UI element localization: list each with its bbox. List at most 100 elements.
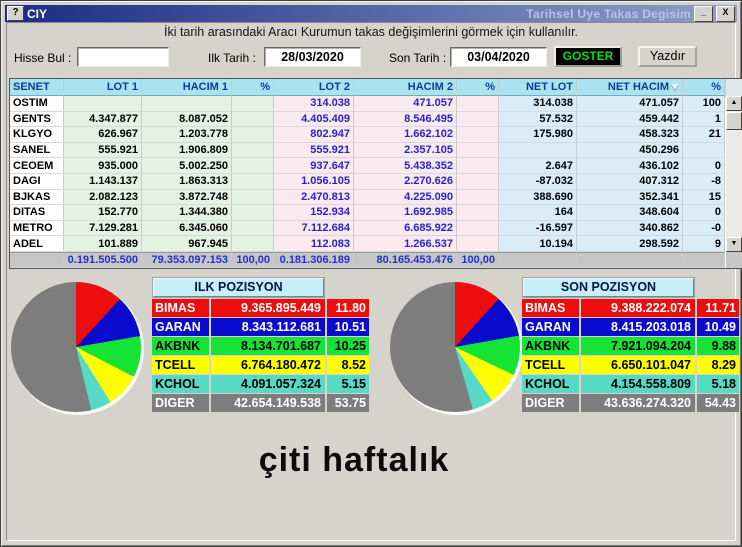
table-cell-r5-c3 xyxy=(232,173,274,190)
column-header-3[interactable]: % xyxy=(232,79,274,96)
ilk-pozisyon-title: ILK POZISYON xyxy=(152,277,325,298)
table-cell-r7-c2: 1.344.380 xyxy=(142,205,232,221)
table-cell-r9-c4: 112.083 xyxy=(274,236,354,252)
table-cell-r0-c9: 100 xyxy=(683,96,725,112)
vertical-scrollbar[interactable]: ▲ ▼ xyxy=(726,96,742,252)
scrollbar-thumb[interactable] xyxy=(726,112,742,130)
ilk-tarih-field[interactable]: 28/03/2020 xyxy=(264,47,361,67)
table-cell-r5-c7: -87.032 xyxy=(499,173,577,190)
table-cell-r8-c7: -16.597 xyxy=(499,220,577,237)
minimize-button[interactable]: _ xyxy=(694,5,713,22)
table-cell-r8-c0: METRO xyxy=(10,220,64,237)
son-pozisyon-row-DIGER: DIGER 43.636.274.320 54.43 xyxy=(522,394,739,412)
column-header-7[interactable]: NET LOT xyxy=(499,79,577,96)
table-cell-r1-c0: GENTS xyxy=(10,111,64,128)
son-AKBNK-pct: 9.88 xyxy=(697,337,739,355)
hisse-bul-input[interactable] xyxy=(77,47,169,67)
scroll-down-icon[interactable]: ▼ xyxy=(726,237,742,252)
table-cell-r2-c4: 802.947 xyxy=(274,127,354,143)
ilk-pozisyon-rows: BIMAS 9.365.895.449 11.80 GARAN 8.343.112.68… xyxy=(152,299,369,412)
table-cell-r0-c4: 314.038 xyxy=(274,96,354,112)
son-pozisyon-rows: BIMAS 9.388.222.074 11.71 GARAN 8.415.203.01… xyxy=(522,299,739,412)
table-cell-r8-c3 xyxy=(232,220,274,237)
table-cell-r2-c1: 626.967 xyxy=(64,127,142,143)
table-cell-r5-c8: 407.312 xyxy=(577,173,683,190)
table-cell-r7-c5: 1.692.985 xyxy=(354,205,457,221)
table-cell-r7-c3 xyxy=(232,205,274,221)
column-header-8[interactable]: NET HACIM xyxy=(577,79,683,96)
ilk-TCELL-value: 6.764.180.472 xyxy=(211,356,325,374)
ilk-TCELL-pct: 8.52 xyxy=(327,356,369,374)
close-button[interactable]: X xyxy=(716,5,735,22)
table-cell-r4-c4: 937.647 xyxy=(274,158,354,174)
table-cell-r3-c5: 2.357.105 xyxy=(354,142,457,159)
takas-table: SENET LOT 1 HACIM 1% LOT 2 HACIM 2% NET LOT NE… xyxy=(9,78,742,269)
column-header-2[interactable]: HACIM 1 xyxy=(142,79,232,96)
column-header-6[interactable]: % xyxy=(457,79,499,96)
table-cell-r3-c7 xyxy=(499,142,577,159)
son-tarih-field[interactable]: 03/04/2020 xyxy=(450,47,547,67)
ilk-BIMAS-value: 9.365.895.449 xyxy=(211,299,325,317)
table-cell-r4-c6 xyxy=(457,158,499,174)
table-cell-r8-c4: 7.112.684 xyxy=(274,220,354,237)
table-cell-r9-c8: 298.592 xyxy=(577,236,683,252)
son-GARAN-name: GARAN xyxy=(522,318,579,336)
hisse-bul-label: Hisse Bul : xyxy=(14,51,72,65)
table-cell-r1-c8: 459.442 xyxy=(577,111,683,128)
table-cell-r4-c7: 2.647 xyxy=(499,158,577,174)
ilk-KCHOL-value: 4.091.057.324 xyxy=(211,375,325,393)
son-tarih-label: Son Tarih : xyxy=(389,51,447,65)
table-cell-r0-c8: 471.057 xyxy=(577,96,683,112)
son-pozisyon-row-GARAN: GARAN 8.415.203.018 10.49 xyxy=(522,318,739,336)
table-cell-r1-c5: 8.546.495 xyxy=(354,111,457,128)
son-pozisyon-row-BIMAS: BIMAS 9.388.222.074 11.71 xyxy=(522,299,739,317)
son-GARAN-value: 8.415.203.018 xyxy=(581,318,695,336)
table-cell-r4-c2: 5.002.250 xyxy=(142,158,232,174)
table-cell-r5-c1: 1.143.137 xyxy=(64,173,142,190)
help-icon[interactable]: ? xyxy=(7,6,24,21)
table-cell-r3-c9 xyxy=(683,142,725,159)
goster-button[interactable]: GOSTER xyxy=(554,46,622,67)
son-DIGER-name: DIGER xyxy=(522,394,579,412)
table-cell-r0-c7: 314.038 xyxy=(499,96,577,112)
totals-cell-3: 100,00 xyxy=(232,251,274,268)
column-header-1[interactable]: LOT 1 xyxy=(64,79,142,96)
table-cell-r6-c2: 3.872.748 xyxy=(142,189,232,206)
table-cell-r1-c3 xyxy=(232,111,274,128)
table-cell-r1-c4: 4.405.409 xyxy=(274,111,354,128)
column-header-4[interactable]: LOT 2 xyxy=(274,79,354,96)
table-cell-r9-c5: 1.266.537 xyxy=(354,236,457,252)
ilk-KCHOL-pct: 5.15 xyxy=(327,375,369,393)
sort-indicator-icon xyxy=(671,84,679,90)
ilk-pozisyon-row-KCHOL: KCHOL 4.091.057.324 5.15 xyxy=(152,375,369,393)
ilk-BIMAS-name: BIMAS xyxy=(152,299,209,317)
table-cell-r4-c9: 0 xyxy=(683,158,725,174)
table-cell-r9-c1: 101.889 xyxy=(64,236,142,252)
column-header-9[interactable]: % xyxy=(683,79,725,96)
totals-cell-1: 0.191.505.500 xyxy=(64,251,142,268)
ilk-GARAN-pct: 10.51 xyxy=(327,318,369,336)
ilk-pozisyon-table: ILK POZISYON BIMAS 9.365.895.449 11.80 GARA… xyxy=(152,277,369,412)
ilk-DIGER-name: DIGER xyxy=(152,394,209,412)
column-header-5[interactable]: HACIM 2 xyxy=(354,79,457,96)
table-cell-r2-c0: KLGYO xyxy=(10,127,64,143)
ilk-pozisyon-row-TCELL: TCELL 6.764.180.472 8.52 xyxy=(152,356,369,374)
ilk-AKBNK-value: 8.134.701.687 xyxy=(211,337,325,355)
column-header-0[interactable]: SENET xyxy=(10,79,64,96)
table-cell-r6-c1: 2.082.123 xyxy=(64,189,142,206)
pie-ilk-pozisyon xyxy=(11,282,141,412)
ilk-GARAN-value: 8.343.112.681 xyxy=(211,318,325,336)
table-cell-r9-c2: 967.945 xyxy=(142,236,232,252)
table-cell-r9-c3 xyxy=(232,236,274,252)
ilk-KCHOL-name: KCHOL xyxy=(152,375,209,393)
table-cell-r4-c8: 436.102 xyxy=(577,158,683,174)
yazdir-button[interactable]: Yazdır xyxy=(638,46,697,67)
scroll-up-icon[interactable]: ▲ xyxy=(726,96,742,111)
son-pozisyon-title: SON POZISYON xyxy=(522,277,695,298)
table-cell-r7-c9: 0 xyxy=(683,205,725,221)
son-KCHOL-name: KCHOL xyxy=(522,375,579,393)
ilk-DIGER-value: 42.654.149.538 xyxy=(211,394,325,412)
totals-cell-0 xyxy=(10,251,64,268)
totals-cell-7 xyxy=(499,251,577,268)
table-cell-r0-c5: 471.057 xyxy=(354,96,457,112)
